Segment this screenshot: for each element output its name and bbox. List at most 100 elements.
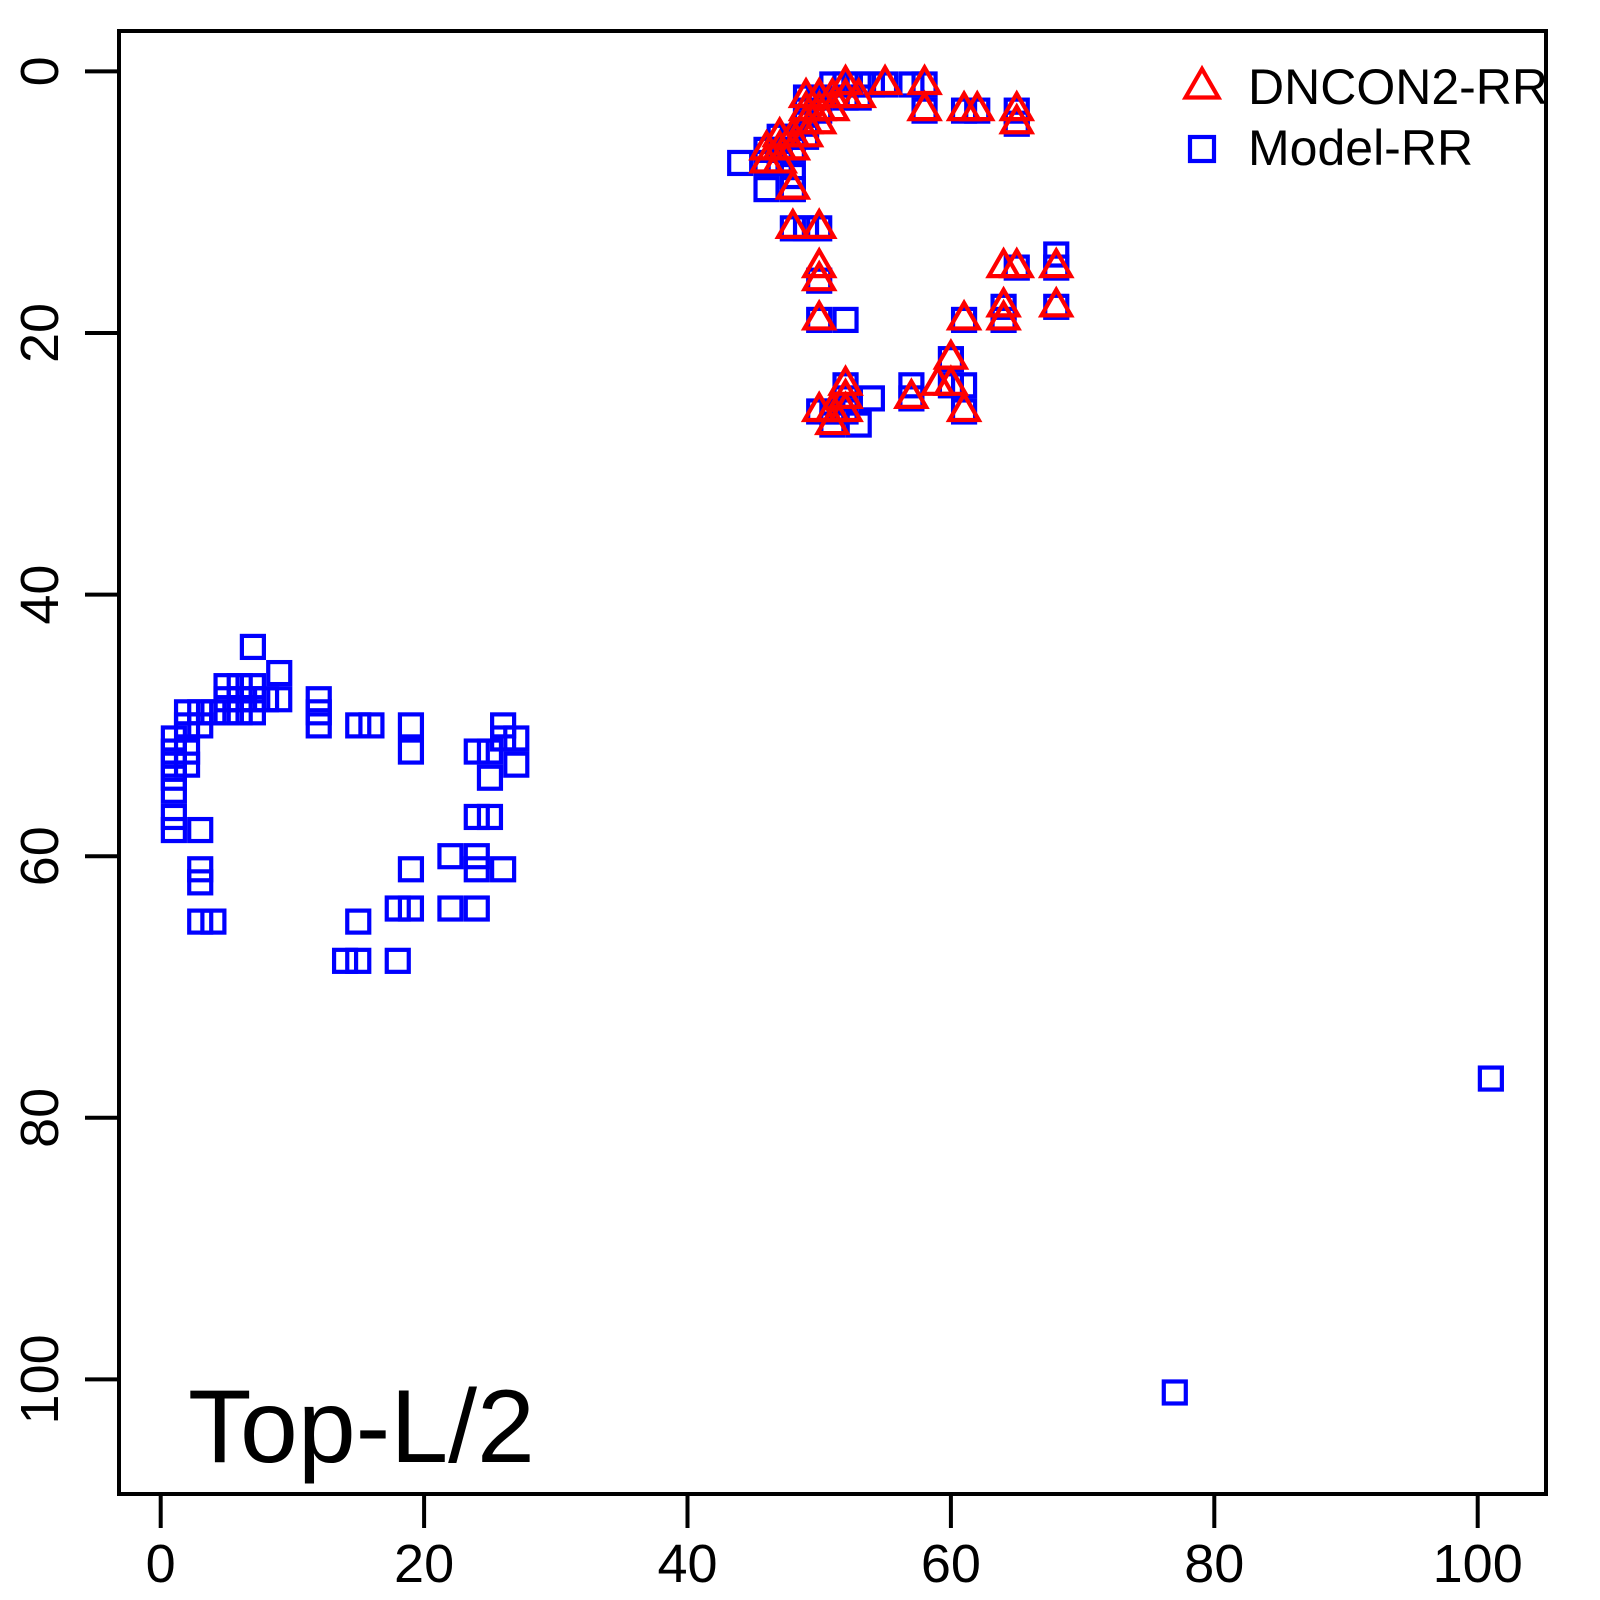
square-marker: [345, 712, 372, 739]
triangle-marker: [985, 298, 1022, 331]
triangle-marker: [998, 89, 1036, 122]
triangle-marker: [814, 89, 851, 122]
square-marker: [476, 764, 504, 791]
triangle-marker: [774, 167, 812, 200]
y-tick-label: 60: [10, 826, 70, 886]
square-marker: [463, 803, 490, 831]
square-marker: [160, 777, 187, 804]
x-tick-label: 20: [394, 1534, 454, 1594]
square-marker: [503, 751, 530, 778]
triangle-marker: [827, 390, 864, 423]
square-marker: [384, 895, 411, 922]
dncon2-rr-points: [748, 63, 1075, 436]
square-marker: [1477, 1065, 1504, 1092]
triangle-marker: [1181, 64, 1223, 100]
triangle-marker: [774, 128, 812, 161]
triangle-marker: [800, 259, 838, 292]
square-marker: [331, 947, 359, 974]
triangle-marker: [893, 377, 930, 409]
triangle-marker: [1037, 246, 1075, 279]
square-marker: [476, 738, 504, 765]
square-marker: [384, 947, 411, 974]
square-marker: [437, 895, 464, 922]
triangle-marker: [840, 76, 878, 109]
square-marker: [239, 699, 266, 726]
square-marker: [160, 816, 187, 844]
square-marker: [187, 712, 214, 739]
square-marker: [792, 215, 820, 242]
x-tick-label: 80: [1184, 1534, 1244, 1594]
square-marker: [753, 176, 780, 203]
square-marker: [213, 699, 240, 726]
triangle-marker: [932, 364, 970, 396]
y-tick-label: 0: [10, 56, 70, 86]
triangle-marker: [774, 207, 812, 239]
square-marker: [305, 712, 332, 739]
square-marker: [832, 306, 859, 334]
legend: DNCON2-RR Model-RR: [1181, 59, 1548, 176]
square-marker: [266, 659, 293, 687]
triangle-marker: [814, 403, 851, 436]
square-marker: [437, 843, 464, 870]
triangle-marker: [787, 115, 825, 148]
square-marker: [476, 803, 504, 831]
x-tick-label: 40: [657, 1534, 717, 1594]
square-marker: [187, 816, 214, 844]
y-tick-label: 80: [10, 1088, 70, 1148]
triangle-marker: [906, 89, 943, 122]
square-marker: [1187, 134, 1217, 164]
square-marker: [266, 686, 293, 713]
x-tick-label: 100: [1433, 1534, 1523, 1594]
square-marker: [858, 385, 885, 412]
square-marker: [358, 712, 385, 739]
triangle-marker: [1037, 285, 1075, 318]
square-marker: [463, 856, 490, 883]
triangle-marker: [998, 102, 1036, 135]
square-marker: [200, 908, 227, 935]
triangle-marker: [958, 89, 996, 122]
square-marker: [345, 947, 372, 974]
triangle-marker: [945, 298, 983, 331]
square-marker: [397, 712, 425, 739]
triangle-marker: [800, 246, 838, 279]
y-tick-label: 100: [10, 1334, 70, 1424]
square-marker: [1161, 1379, 1188, 1406]
x-tick-label: 0: [146, 1534, 176, 1594]
triangle-marker: [800, 102, 838, 135]
legend-label-dncon2: DNCON2-RR: [1248, 59, 1548, 115]
square-marker: [727, 149, 754, 177]
x-axis: 0 20 40 60 80 100: [146, 1494, 1523, 1594]
legend-square-icon: [1187, 134, 1217, 164]
triangle-marker: [998, 246, 1036, 279]
triangle-marker: [866, 63, 904, 96]
square-marker: [463, 738, 490, 765]
square-marker: [898, 71, 925, 98]
square-marker: [226, 699, 253, 726]
triangle-marker: [945, 390, 983, 423]
square-marker: [490, 856, 517, 883]
square-marker: [345, 908, 372, 935]
triangle-marker: [800, 298, 838, 331]
square-marker: [239, 633, 266, 661]
triangle-marker: [827, 63, 864, 96]
triangle-marker: [827, 377, 864, 409]
legend-triangle-icon: [1181, 64, 1223, 100]
y-axis: 0 20 40 60 80 100: [10, 56, 119, 1424]
triangle-marker: [985, 285, 1022, 318]
triangle-marker: [761, 141, 799, 174]
square-marker: [187, 869, 214, 896]
square-marker: [397, 895, 425, 922]
square-marker: [397, 738, 425, 765]
square-marker: [187, 908, 214, 935]
triangle-marker: [800, 207, 838, 239]
plot-frame: [117, 29, 1548, 1496]
square-marker: [397, 856, 425, 883]
y-tick-label: 20: [10, 303, 70, 363]
square-marker: [503, 725, 530, 752]
x-tick-label: 60: [921, 1534, 981, 1594]
square-marker: [463, 895, 490, 922]
corner-annotation: Top-L/2: [188, 1369, 535, 1485]
y-tick-label: 40: [10, 565, 70, 625]
